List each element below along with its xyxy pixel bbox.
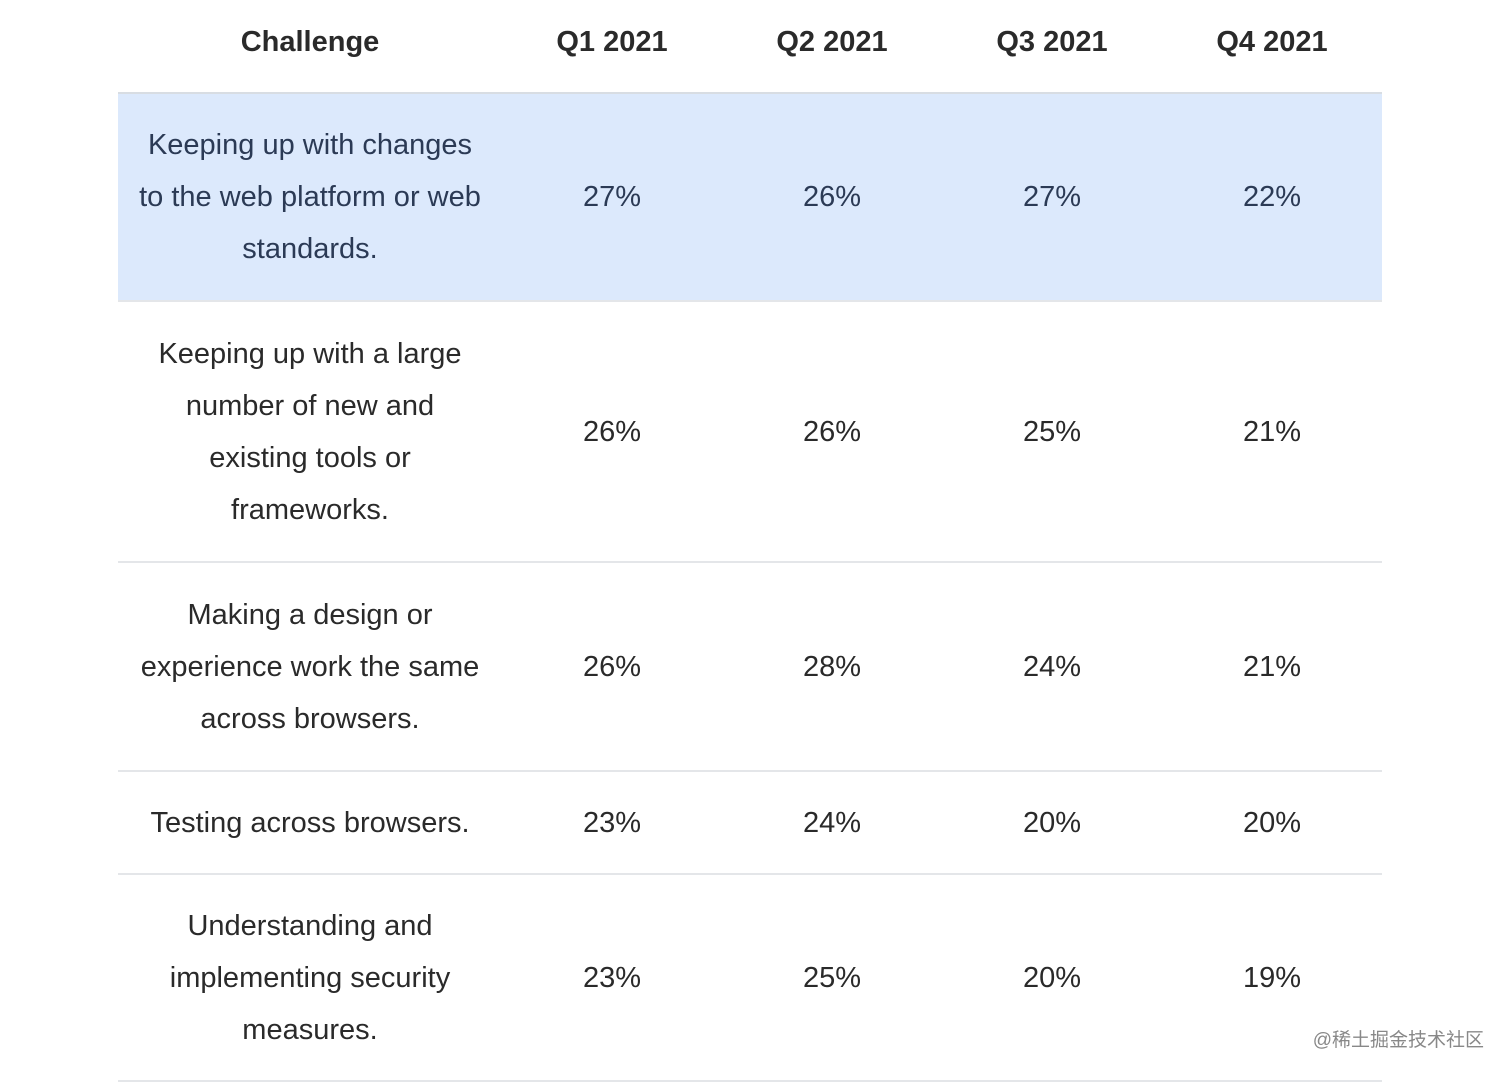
percent-cell: 23% [582,806,642,839]
challenge-cell: Keeping up with changes to the web platf… [139,129,481,265]
percent-cell: 20% [1022,806,1082,839]
watermark: @稀土掘金技术社区 [1312,1030,1484,1051]
percent-cell: 20% [1242,806,1302,839]
header-cell: Q3 2021 [996,26,1108,58]
percent-cell: 26% [582,415,642,448]
percent-cell: 22% [1242,181,1302,213]
percent-cell: 20% [1022,961,1082,994]
percent-cell: 21% [1242,650,1302,683]
header-cell: Challenge [240,26,380,58]
percent-cell: 23% [582,961,642,994]
percent-cell: 27% [1022,181,1082,213]
table-row: Understanding and implementing security … [118,874,1382,1081]
percent-cell: 24% [1022,650,1082,683]
header-cell: Q1 2021 [556,26,668,58]
percent-cell: 26% [802,415,862,448]
percent-cell: 28% [802,650,862,683]
table-row: Keeping up with a large number of new an… [118,301,1382,562]
table-row: Keeping up with changes to the web platf… [118,93,1382,301]
percent-cell: 26% [802,181,862,213]
percent-cell: 21% [1242,415,1302,448]
percent-cell: 27% [582,181,642,213]
challenge-cell: Testing across browsers. [150,806,470,839]
header-cell: Q2 2021 [776,26,888,58]
header-cell: Q4 2021 [1216,26,1328,58]
percent-cell: 26% [582,650,642,683]
percent-cell: 25% [802,961,862,994]
challenge-cell: Keeping up with a large number of new an… [158,337,462,526]
table-row: Making a design or experience work the s… [118,562,1382,771]
table-row: Testing across browsers. 23% 24% 20% 20% [118,771,1382,874]
percent-cell: 24% [802,806,862,839]
percent-cell: 25% [1022,415,1082,448]
challenge-cell: Making a design or experience work the s… [140,598,480,735]
data-table: Challenge Q1 2021 Q2 2021 Q3 2021 Q4 2021 Ke… [118,0,1382,1082]
header-row: Challenge Q1 2021 Q2 2021 Q3 2021 Q4 2021 [118,0,1382,93]
challenge-cell: Understanding and implementing security … [169,909,451,1046]
percent-cell: 19% [1242,961,1302,994]
